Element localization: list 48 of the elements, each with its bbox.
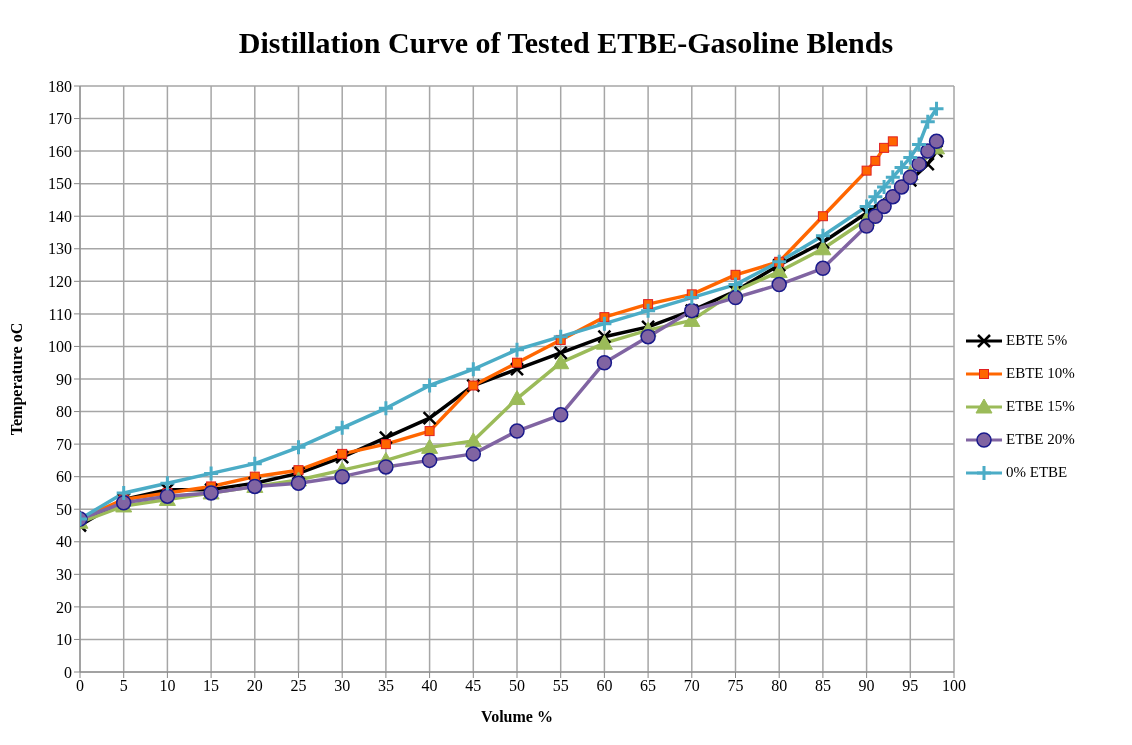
y-tick-label: 60	[56, 468, 72, 486]
y-tick-label: 180	[48, 77, 72, 95]
chart-title: Distillation Curve of Tested ETBE-Gasoline Blends	[237, 25, 895, 61]
x-tick-label: 65	[640, 677, 657, 695]
x-tick-label: 45	[465, 677, 482, 695]
y-tick-label: 140	[48, 207, 72, 225]
x-axis-title: Volume %	[481, 708, 553, 725]
x-tick-label: 55	[552, 677, 569, 695]
y-tick-label: 10	[56, 631, 72, 649]
legend-label: ETBE 20%	[1006, 431, 1075, 448]
x-tick-label: 100	[942, 677, 966, 695]
y-tick-label: 70	[56, 435, 72, 453]
y-tick-label: 40	[56, 533, 72, 551]
x-tick-label: 90	[858, 677, 875, 695]
x-tick-label: 35	[377, 677, 394, 695]
y-axis-title: Temperature oC	[7, 322, 26, 436]
x-tick-label: 10	[159, 677, 176, 695]
x-tick-label: 25	[290, 677, 307, 695]
legend-label: ETBE 15%	[1006, 398, 1075, 415]
y-tick-label: 50	[56, 500, 72, 518]
x-tick-label: 50	[509, 677, 525, 695]
x-tick-label: 95	[902, 677, 919, 695]
x-tick-label: 85	[814, 677, 831, 695]
y-tick-label: 170	[48, 110, 72, 128]
y-tick-label: 110	[48, 305, 72, 323]
y-tick-label: 90	[56, 370, 72, 388]
y-tick-label: 120	[48, 273, 72, 291]
x-tick-label: 30	[334, 677, 351, 695]
y-tick-label: 80	[56, 403, 72, 421]
x-tick-label: 40	[421, 677, 438, 695]
x-tick-label: 60	[596, 677, 613, 695]
legend-label: 0% ETBE	[1006, 464, 1068, 481]
y-tick-label: 150	[48, 175, 72, 193]
y-tick-label: 160	[48, 142, 72, 160]
x-tick-label: 80	[771, 677, 788, 695]
y-tick-label: 20	[56, 598, 72, 616]
x-tick-label: 0	[76, 677, 84, 695]
legend-label: EBTE 10%	[1006, 365, 1075, 382]
y-tick-label: 30	[56, 566, 72, 584]
x-tick-label: 75	[727, 677, 744, 695]
y-tick-label: 0	[64, 663, 72, 681]
x-tick-label: 20	[246, 677, 263, 695]
x-tick-label: 15	[203, 677, 220, 695]
x-tick-label: 70	[683, 677, 700, 695]
x-tick-label: 5	[119, 677, 128, 695]
y-tick-label: 130	[48, 240, 72, 258]
y-tick-label: 100	[48, 338, 72, 356]
legend-label: EBTE 5%	[1006, 332, 1068, 349]
